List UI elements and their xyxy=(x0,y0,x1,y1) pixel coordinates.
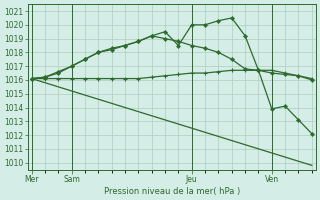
X-axis label: Pression niveau de la mer( hPa ): Pression niveau de la mer( hPa ) xyxy=(104,187,240,196)
